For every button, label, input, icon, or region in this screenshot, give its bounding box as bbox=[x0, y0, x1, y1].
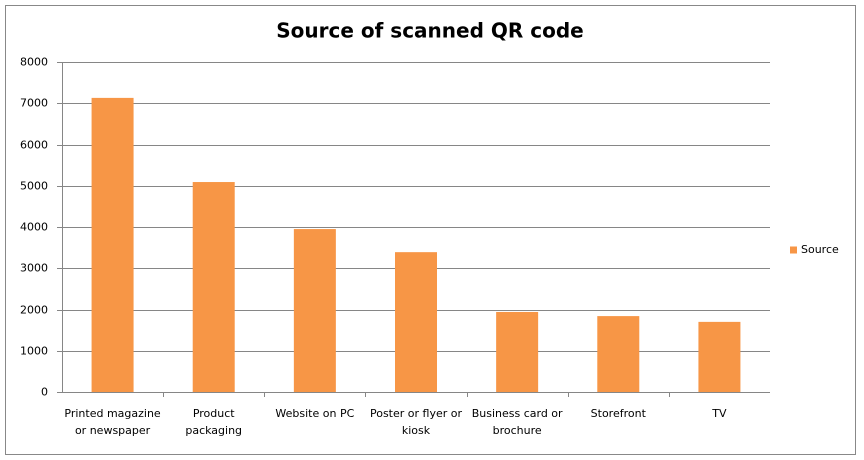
bar bbox=[395, 252, 437, 392]
legend-swatch bbox=[790, 246, 797, 254]
x-tick-label: Business card or brochure bbox=[471, 407, 563, 437]
x-tick-label: Poster or flyer or kiosk bbox=[369, 407, 463, 437]
y-tick-label: 8000 bbox=[20, 56, 48, 69]
y-tick-label: 2000 bbox=[20, 304, 48, 317]
y-tick-label: 4000 bbox=[20, 221, 48, 234]
y-tick-label: 1000 bbox=[20, 345, 48, 358]
bar bbox=[496, 311, 539, 392]
y-tick-label: 5000 bbox=[20, 180, 48, 193]
y-tick-label: 0 bbox=[41, 386, 48, 399]
bar bbox=[698, 321, 741, 392]
bar bbox=[192, 182, 235, 392]
x-tick-label: Product packaging bbox=[185, 407, 243, 437]
bar bbox=[597, 316, 640, 392]
y-tick-label: 6000 bbox=[20, 139, 48, 152]
y-tick-label: 7000 bbox=[20, 97, 48, 110]
x-tick-label: Website on PC bbox=[275, 407, 355, 420]
bar bbox=[293, 229, 336, 392]
y-tick-label: 3000 bbox=[20, 262, 48, 275]
chart-title: Source of scanned QR code bbox=[276, 19, 583, 43]
legend-label: Source bbox=[801, 243, 839, 256]
x-tick-label: Printed magazine or newspaper bbox=[64, 407, 161, 437]
x-tick-label: TV bbox=[712, 407, 727, 420]
bar bbox=[91, 97, 134, 392]
x-tick-label: Storefront bbox=[590, 407, 646, 420]
